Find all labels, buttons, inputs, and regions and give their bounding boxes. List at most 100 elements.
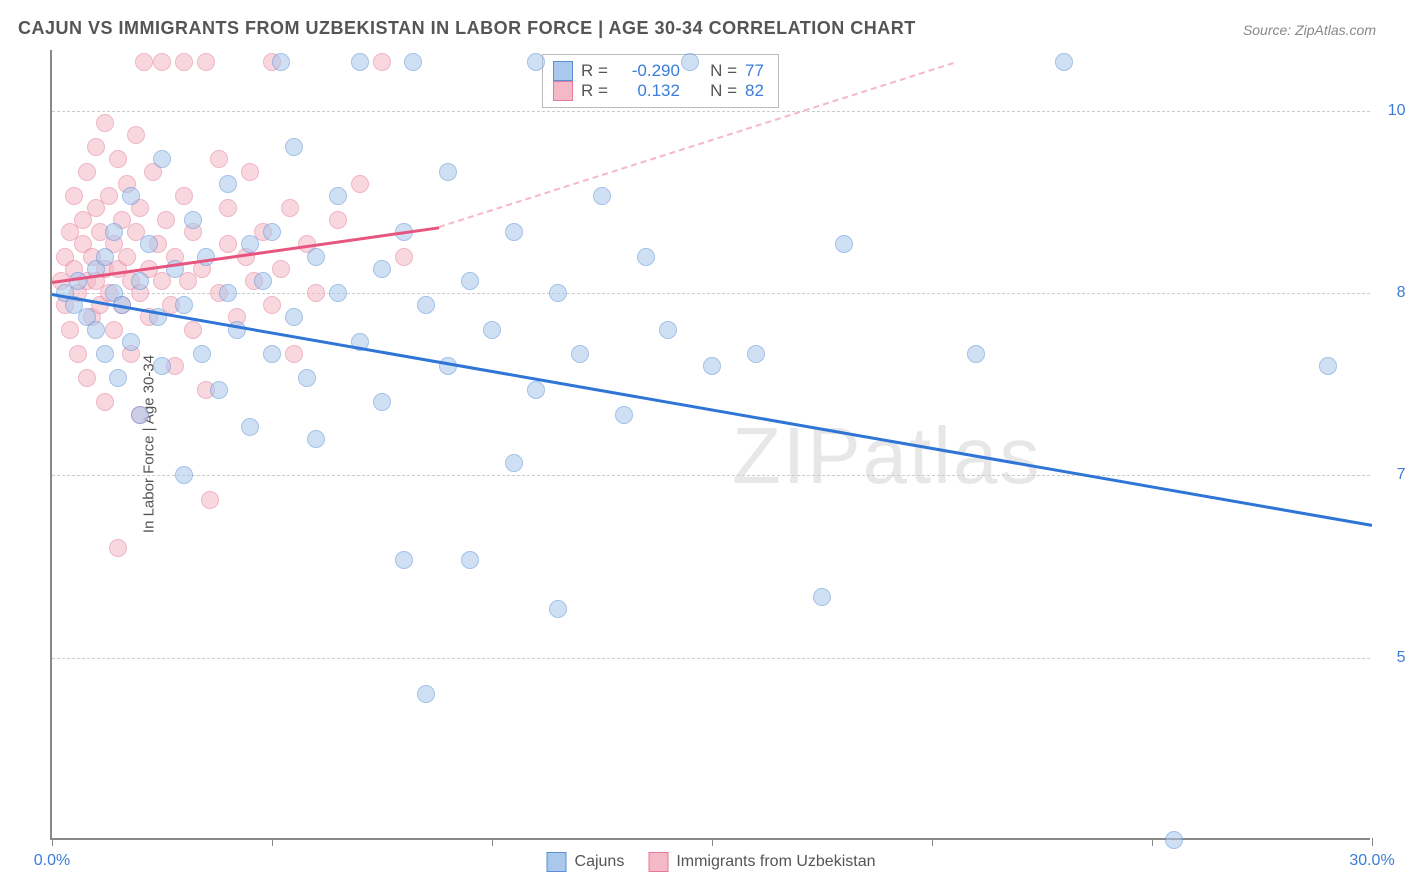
data-point-cajuns xyxy=(109,369,127,387)
trendline xyxy=(52,293,1373,527)
data-point-uzbek xyxy=(175,53,193,71)
data-point-uzbek xyxy=(109,539,127,557)
data-point-uzbek xyxy=(105,321,123,339)
x-tick xyxy=(52,838,53,846)
data-point-uzbek xyxy=(109,150,127,168)
data-point-cajuns xyxy=(417,685,435,703)
data-point-cajuns xyxy=(298,369,316,387)
gridline-h xyxy=(52,293,1370,294)
legend-label-cajuns: Cajuns xyxy=(575,853,625,871)
legend-swatch-cajuns xyxy=(547,852,567,872)
data-point-cajuns xyxy=(131,272,149,290)
data-point-uzbek xyxy=(175,187,193,205)
data-point-uzbek xyxy=(153,53,171,71)
data-point-uzbek xyxy=(201,491,219,509)
data-point-cajuns xyxy=(505,223,523,241)
data-point-cajuns xyxy=(219,175,237,193)
data-point-cajuns xyxy=(835,235,853,253)
data-point-uzbek xyxy=(69,345,87,363)
data-point-cajuns xyxy=(153,357,171,375)
data-point-cajuns xyxy=(307,430,325,448)
data-point-cajuns xyxy=(703,357,721,375)
stats-row-uzbek: R = 0.132 N = 82 xyxy=(553,81,764,101)
data-point-uzbek xyxy=(184,321,202,339)
x-tick-label: 30.0% xyxy=(1349,852,1394,870)
data-point-cajuns xyxy=(153,150,171,168)
data-point-cajuns xyxy=(193,345,211,363)
r-value-uzbek: 0.132 xyxy=(616,81,680,101)
data-point-cajuns xyxy=(461,272,479,290)
data-point-cajuns xyxy=(105,223,123,241)
stats-row-cajuns: R = -0.290 N = 77 xyxy=(553,61,764,81)
x-tick xyxy=(1152,838,1153,846)
data-point-cajuns xyxy=(571,345,589,363)
data-point-cajuns xyxy=(329,187,347,205)
data-point-uzbek xyxy=(118,248,136,266)
data-point-cajuns xyxy=(549,600,567,618)
data-point-cajuns xyxy=(1055,53,1073,71)
data-point-uzbek xyxy=(241,163,259,181)
data-point-uzbek xyxy=(263,296,281,314)
x-tick-label: 0.0% xyxy=(34,852,70,870)
legend: Cajuns Immigrants from Uzbekistan xyxy=(547,852,876,872)
swatch-cajuns xyxy=(553,61,573,81)
data-point-cajuns xyxy=(404,53,422,71)
legend-item-cajuns: Cajuns xyxy=(547,852,625,872)
data-point-uzbek xyxy=(329,211,347,229)
legend-swatch-uzbek xyxy=(648,852,668,872)
n-value-uzbek: 82 xyxy=(745,81,764,101)
data-point-cajuns xyxy=(637,248,655,266)
data-point-cajuns xyxy=(373,393,391,411)
data-point-cajuns xyxy=(967,345,985,363)
data-point-cajuns xyxy=(1319,357,1337,375)
data-point-uzbek xyxy=(135,53,153,71)
data-point-cajuns xyxy=(175,466,193,484)
data-point-cajuns xyxy=(122,187,140,205)
data-point-cajuns xyxy=(439,163,457,181)
data-point-cajuns xyxy=(131,406,149,424)
data-point-cajuns xyxy=(272,53,290,71)
watermark-text: ZIPatlas xyxy=(732,410,1041,502)
data-point-cajuns xyxy=(285,138,303,156)
x-tick xyxy=(1372,838,1373,846)
data-point-cajuns xyxy=(527,53,545,71)
data-point-uzbek xyxy=(395,248,413,266)
y-tick-label: 70.0% xyxy=(1378,466,1406,484)
y-tick-label: 55.0% xyxy=(1378,649,1406,667)
data-point-cajuns xyxy=(681,53,699,71)
data-point-cajuns xyxy=(140,235,158,253)
x-tick xyxy=(272,838,273,846)
data-point-uzbek xyxy=(96,114,114,132)
data-point-cajuns xyxy=(813,588,831,606)
scatter-plot-area: In Labor Force | Age 30-34 ZIPatlas R = … xyxy=(50,50,1370,840)
data-point-uzbek xyxy=(61,321,79,339)
data-point-cajuns xyxy=(307,248,325,266)
data-point-uzbek xyxy=(307,284,325,302)
data-point-cajuns xyxy=(96,345,114,363)
data-point-uzbek xyxy=(219,235,237,253)
n-value-cajuns: 77 xyxy=(745,61,764,81)
data-point-cajuns xyxy=(1165,831,1183,849)
data-point-cajuns xyxy=(184,211,202,229)
data-point-uzbek xyxy=(78,369,96,387)
data-point-uzbek xyxy=(157,211,175,229)
data-point-cajuns xyxy=(747,345,765,363)
data-point-uzbek xyxy=(96,393,114,411)
data-point-cajuns xyxy=(122,333,140,351)
data-point-cajuns xyxy=(254,272,272,290)
data-point-cajuns xyxy=(263,345,281,363)
x-tick xyxy=(712,838,713,846)
y-tick-label: 85.0% xyxy=(1378,284,1406,302)
data-point-cajuns xyxy=(659,321,677,339)
correlation-stats-box: R = -0.290 N = 77 R = 0.132 N = 82 xyxy=(542,54,779,108)
gridline-h xyxy=(52,658,1370,659)
data-point-uzbek xyxy=(373,53,391,71)
data-point-cajuns xyxy=(615,406,633,424)
data-point-cajuns xyxy=(373,260,391,278)
y-tick-label: 100.0% xyxy=(1378,102,1406,120)
data-point-cajuns xyxy=(527,381,545,399)
data-point-uzbek xyxy=(87,138,105,156)
gridline-h xyxy=(52,475,1370,476)
data-point-uzbek xyxy=(219,199,237,217)
x-tick xyxy=(932,838,933,846)
